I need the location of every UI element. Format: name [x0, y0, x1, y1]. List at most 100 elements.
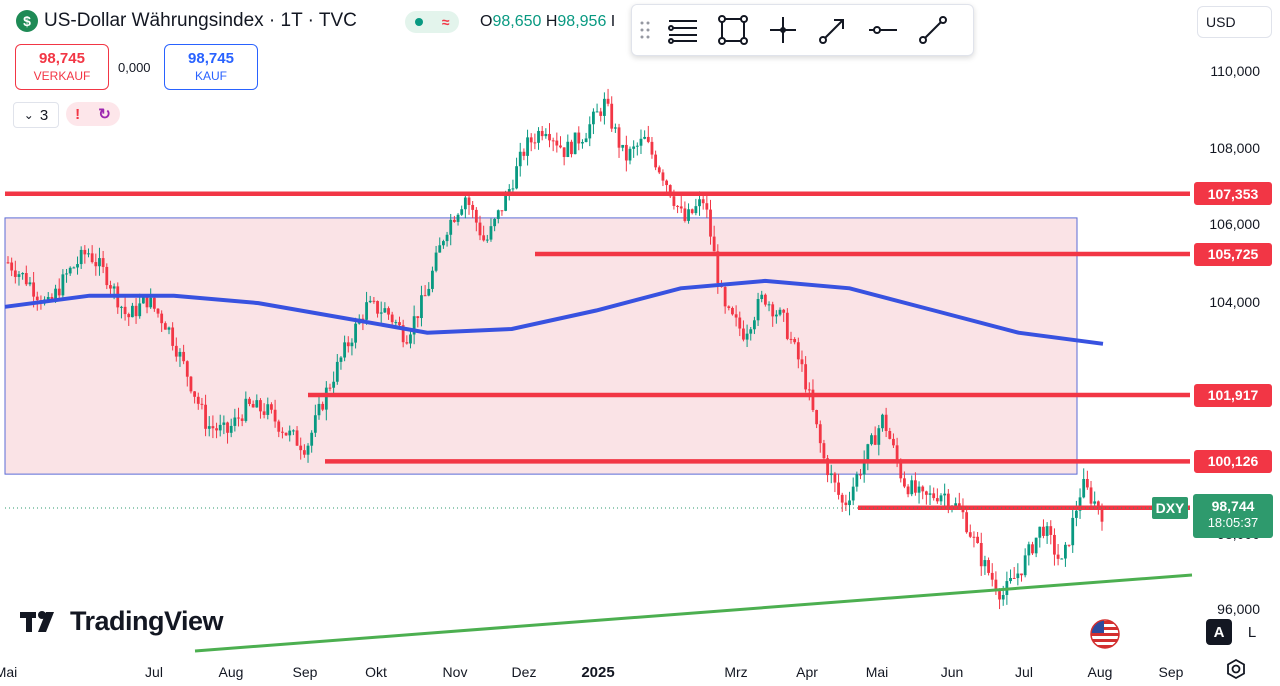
candle-body [851, 486, 855, 501]
candle-body [255, 400, 259, 408]
drag-handle-icon[interactable] [632, 20, 658, 40]
candle-body [335, 361, 339, 382]
candle-body [328, 387, 332, 389]
candle-body [760, 294, 764, 300]
candle-body [6, 262, 10, 264]
candle-body [310, 432, 314, 446]
candle-body [884, 414, 888, 432]
indicators-collapse-button[interactable]: ⌄ 3 [13, 102, 59, 128]
candle-body [870, 435, 873, 445]
candle-body [1034, 537, 1038, 554]
candle-body [493, 218, 497, 227]
candle-body [354, 323, 357, 343]
candle-body [291, 430, 295, 432]
candle-body [994, 579, 998, 592]
candle-body [738, 317, 742, 329]
candle-body [76, 264, 79, 268]
candle-body [167, 327, 171, 330]
candle-body [895, 445, 899, 462]
time-axis-label: Jul [1015, 664, 1033, 680]
candle-body [643, 136, 647, 139]
horizontal-line-icon[interactable] [858, 10, 908, 50]
ohlc-low-key: I [610, 13, 616, 30]
crosshair-icon[interactable] [758, 10, 808, 50]
candle-body [229, 425, 233, 433]
market-status-pill[interactable]: ≈ [405, 11, 459, 33]
arrow-tool-icon[interactable] [808, 10, 858, 50]
trend-line-icon[interactable] [908, 10, 958, 50]
time-axis-label: Nov [442, 664, 468, 680]
rectangle-tool-icon[interactable] [708, 10, 758, 50]
candle-body [592, 111, 595, 125]
warning-icon[interactable]: ! [75, 105, 81, 123]
candle-body [94, 262, 98, 267]
settings-gear-icon[interactable] [1225, 658, 1247, 680]
candle-body [588, 124, 592, 139]
data-status-badges[interactable]: ! ↻ [66, 102, 120, 126]
auto-scale-button[interactable]: A [1206, 619, 1232, 645]
candle-body [321, 403, 325, 410]
candle-body [1045, 526, 1049, 536]
candle-body [573, 132, 577, 155]
currency-select[interactable]: USD [1197, 6, 1272, 38]
candle-body [683, 208, 687, 221]
candle-body [160, 313, 164, 324]
symbol-title[interactable]: US-Dollar Währungsindex · 1T · TVC [44, 10, 357, 31]
candle-body [262, 411, 266, 415]
candle-body [259, 400, 262, 412]
candle-body [127, 314, 131, 318]
candle-body [511, 188, 515, 190]
tradingview-logo[interactable]: TradingView [20, 606, 224, 637]
candle-body [277, 421, 281, 432]
candle-body [602, 98, 606, 116]
candle-body [551, 140, 555, 142]
candle-body [1042, 526, 1045, 536]
candle-body [171, 327, 175, 346]
symbol-title-bar[interactable]: $ US-Dollar Währungsindex · 1T · TVC [16, 10, 357, 32]
buy-button[interactable]: 98,745 KAUF [164, 44, 258, 90]
multi-line-tool-icon[interactable] [658, 10, 708, 50]
candle-body [639, 138, 643, 146]
candle-body [972, 536, 976, 538]
candle-body [910, 480, 914, 495]
sell-label: VERKAUF [33, 69, 91, 83]
candle-body [815, 410, 819, 425]
candle-body [65, 273, 68, 275]
ascending-trend-line[interactable] [194, 573, 1193, 653]
indicator-count: 3 [39, 106, 49, 124]
candle-body [734, 314, 738, 318]
candle-body [599, 111, 603, 116]
bar-countdown: 18:05:37 [1207, 515, 1259, 530]
candle-body [131, 305, 134, 318]
candle-body [68, 267, 72, 274]
candle-body [657, 167, 661, 173]
candle-body [987, 560, 990, 573]
candle-body [877, 428, 881, 445]
candle-body [837, 482, 840, 495]
candle-body [881, 414, 884, 429]
sell-button[interactable]: 98,745 VERKAUF [15, 44, 109, 90]
candle-body [222, 422, 226, 425]
log-scale-button[interactable]: L [1247, 623, 1257, 641]
candle-body [332, 381, 336, 388]
sync-icon[interactable]: ↻ [98, 106, 111, 123]
time-axis-label: 2025 [581, 664, 615, 681]
range-zone-rectangle[interactable] [4, 217, 1078, 475]
drawing-toolbar[interactable] [631, 4, 974, 56]
candle-body [489, 226, 493, 240]
candle-body [570, 141, 573, 155]
candle-body [584, 138, 588, 143]
candle-body [145, 296, 149, 308]
us-flag-icon[interactable] [1090, 619, 1120, 649]
price-axis-label: 110,000 [1210, 63, 1260, 79]
candle-body [32, 282, 36, 297]
candle-body [174, 345, 178, 357]
candle-body [398, 322, 401, 326]
candle-body [723, 287, 727, 307]
candle-body [1053, 534, 1056, 555]
candle-body [383, 308, 387, 313]
candle-body [946, 493, 950, 508]
candle-body [1001, 594, 1005, 600]
price-level-tag: 100,126 [1194, 449, 1272, 473]
